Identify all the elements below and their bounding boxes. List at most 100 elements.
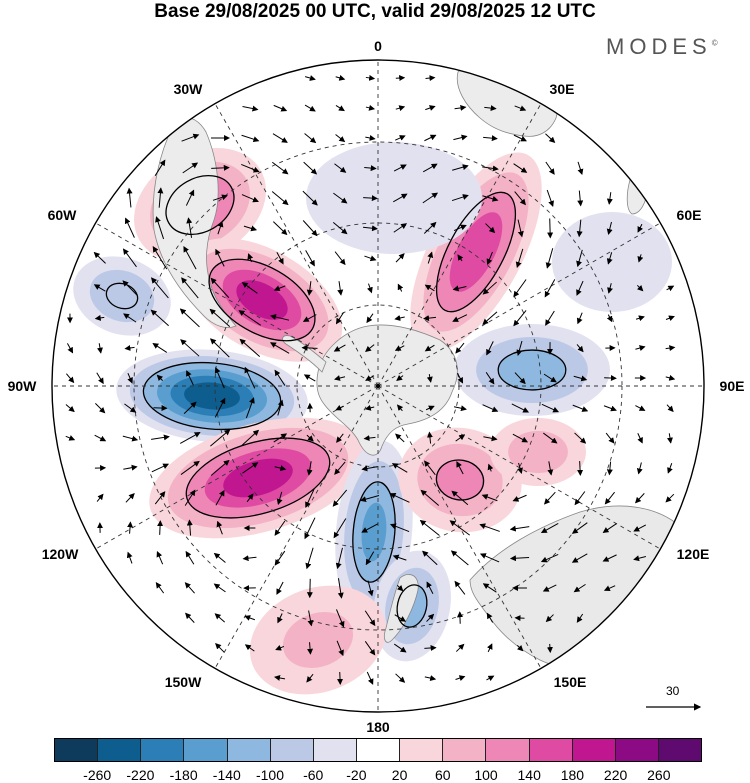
lon-label-180: 180	[366, 719, 390, 735]
wind-arrow	[453, 134, 468, 141]
wind-arrow	[215, 642, 225, 653]
map-title: Base 29/08/2025 00 UTC, valid 29/08/2025…	[154, 1, 596, 22]
wind-arrow	[391, 463, 408, 473]
wind-arrow	[332, 489, 348, 507]
wind-arrow	[337, 281, 344, 296]
wind-arrow	[242, 105, 259, 112]
anomaly-low-north-atlantic-south	[306, 142, 482, 254]
wind-arrow	[543, 432, 558, 444]
wind-arrow	[365, 74, 376, 81]
wind-arrow	[546, 643, 553, 654]
wind-arrow	[269, 342, 290, 354]
wind-arrow	[214, 613, 226, 623]
wind-arrow	[665, 374, 676, 381]
wind-arrow	[274, 465, 287, 472]
colorbar-segment	[141, 739, 185, 761]
wind-arrow	[393, 164, 407, 172]
new-zealand	[384, 574, 419, 643]
wind-arrow	[603, 405, 617, 412]
wind-arrow	[210, 277, 230, 298]
wind-arrow	[514, 105, 527, 112]
wind-arrow	[365, 344, 375, 353]
wind-arrow	[486, 612, 494, 623]
wind-arrow	[517, 219, 524, 238]
wind-arrow	[636, 462, 643, 475]
wind-arrow	[606, 252, 613, 265]
wind-arrow	[242, 555, 257, 562]
wind-arrow	[426, 431, 433, 444]
wind-arrow	[665, 493, 675, 503]
wind-arrow	[335, 105, 345, 112]
colorbar-tick-label: -220	[126, 767, 155, 783]
wind-arrow	[186, 519, 193, 536]
wind-arrow	[393, 193, 408, 203]
modes-logo: MODES©	[606, 34, 718, 60]
wind-arrow	[336, 609, 345, 628]
wind-arrow	[577, 461, 584, 476]
wind-arrow	[364, 610, 376, 627]
wind-arrow	[452, 285, 467, 292]
wind-arrow	[424, 344, 435, 352]
wind-arrow	[479, 553, 500, 563]
wind-arrow	[486, 341, 494, 356]
wind-arrow	[576, 312, 583, 325]
wind-arrow	[545, 133, 556, 143]
wind-arrow	[576, 280, 584, 296]
wind-arrow	[543, 491, 556, 505]
wind-arrow	[337, 578, 344, 599]
wind-arrow	[305, 250, 315, 267]
wind-arrow	[483, 135, 498, 142]
colorbar-tick-label: 220	[603, 767, 628, 783]
wind-arrow	[454, 580, 466, 595]
wind-arrow	[335, 312, 344, 325]
colorbar-segment	[400, 739, 444, 761]
wind-arrow	[637, 223, 643, 233]
wind-arrow	[577, 190, 584, 207]
landmasses	[152, 60, 685, 669]
wind-arrow	[183, 401, 197, 415]
wind-arrow	[274, 550, 286, 566]
wind-arrow	[214, 397, 226, 418]
wind-arrow	[184, 582, 195, 594]
wind-arrow	[451, 194, 469, 202]
wind-arrow	[451, 490, 469, 506]
wind-arrow	[602, 554, 617, 562]
wind-arrow	[210, 429, 231, 447]
colorbar-segment	[572, 739, 616, 761]
wind-arrow	[302, 314, 317, 322]
wind-arrow	[509, 555, 530, 562]
wind-arrow	[152, 246, 168, 270]
anomaly-high-ross-west	[149, 417, 367, 539]
wind-arrow	[157, 520, 164, 535]
wind-arrow	[482, 583, 497, 593]
wind-arrow	[457, 254, 464, 262]
wind-arrow	[456, 461, 464, 475]
wind-arrow	[574, 432, 587, 444]
wind-arrow	[517, 462, 523, 474]
wind-arrow	[395, 135, 406, 141]
wind-arrow	[334, 163, 347, 173]
wind-arrow	[571, 553, 588, 563]
wind-arrow	[213, 583, 226, 593]
colorbar-segment	[98, 739, 142, 761]
wind-arrow	[306, 673, 314, 683]
wind-arrow	[276, 491, 283, 506]
wind-arrow	[365, 104, 376, 111]
wind-arrow	[424, 644, 437, 651]
wind-arrow	[274, 520, 286, 536]
wind-arrow	[306, 281, 313, 296]
wind-arrow	[152, 343, 168, 353]
wind-arrow	[124, 217, 135, 238]
colorbar-tick-label: -100	[255, 767, 285, 783]
wind-arrow	[512, 494, 527, 502]
wind-arrow	[150, 277, 169, 299]
wind-arrow	[367, 283, 373, 294]
wind-arrow	[606, 461, 613, 476]
wind-arrow	[482, 281, 497, 295]
colorbar-segment	[615, 739, 659, 761]
colorbar-tick-label: -140	[212, 767, 241, 783]
wind-arrow	[274, 675, 286, 681]
wind-arrow	[393, 223, 408, 233]
meridian-line	[377, 222, 661, 387]
